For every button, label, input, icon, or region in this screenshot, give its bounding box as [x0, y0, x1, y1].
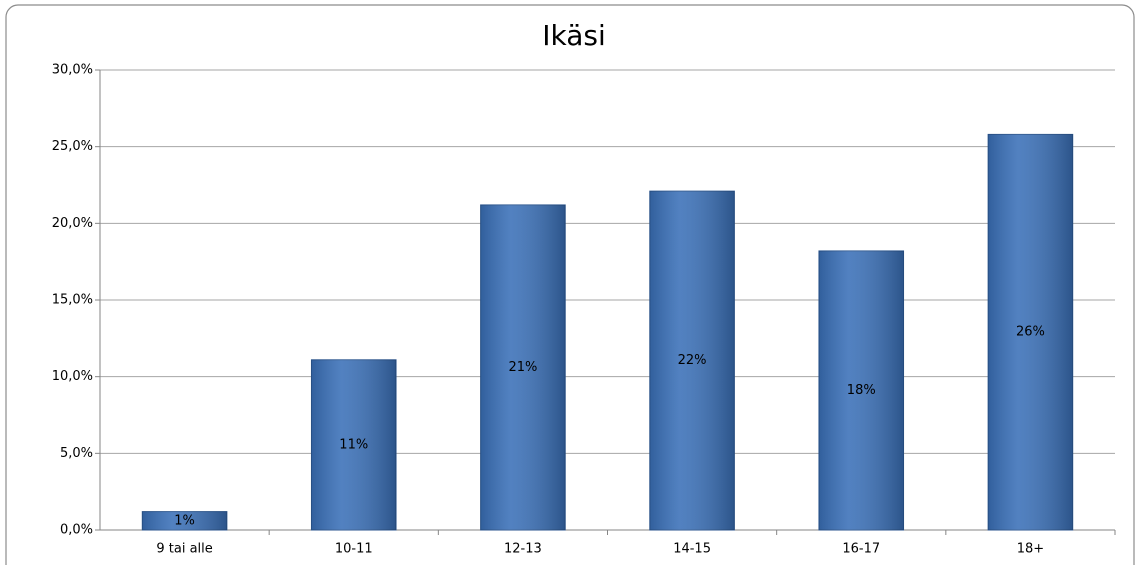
- x-tick-label: 12-13: [504, 542, 542, 557]
- x-tick-label: 18+: [1017, 542, 1044, 557]
- bar-shade: [480, 204, 566, 530]
- chart-frame: [5, 4, 1135, 569]
- y-tick-label: 20,0%: [52, 216, 93, 231]
- bar-shade: [311, 359, 397, 530]
- bar-shade: [988, 134, 1073, 530]
- x-tick-label: 10-11: [335, 542, 373, 557]
- y-tick-label: 10,0%: [52, 369, 93, 384]
- y-tick-label: 5,0%: [60, 446, 93, 461]
- y-tick-label: 25,0%: [52, 139, 93, 154]
- chart-title: Ikäsi: [542, 19, 606, 52]
- data-label: 22%: [678, 353, 707, 368]
- x-tick-label: 14-15: [673, 542, 711, 557]
- x-tick-label: 16-17: [842, 542, 880, 557]
- y-tick-label: 30,0%: [52, 63, 93, 78]
- x-tick-label: 9 tai alle: [156, 542, 212, 557]
- y-tick-label: 0,0%: [60, 523, 93, 538]
- bar-shade: [818, 250, 904, 530]
- data-label: 11%: [339, 437, 368, 452]
- data-label: 26%: [1016, 325, 1045, 340]
- bar-shade: [142, 511, 227, 530]
- bar-shade: [649, 191, 735, 530]
- data-label: 18%: [847, 383, 876, 398]
- data-label: 1%: [174, 513, 195, 528]
- y-tick-label: 15,0%: [52, 293, 93, 308]
- data-label: 21%: [508, 360, 537, 375]
